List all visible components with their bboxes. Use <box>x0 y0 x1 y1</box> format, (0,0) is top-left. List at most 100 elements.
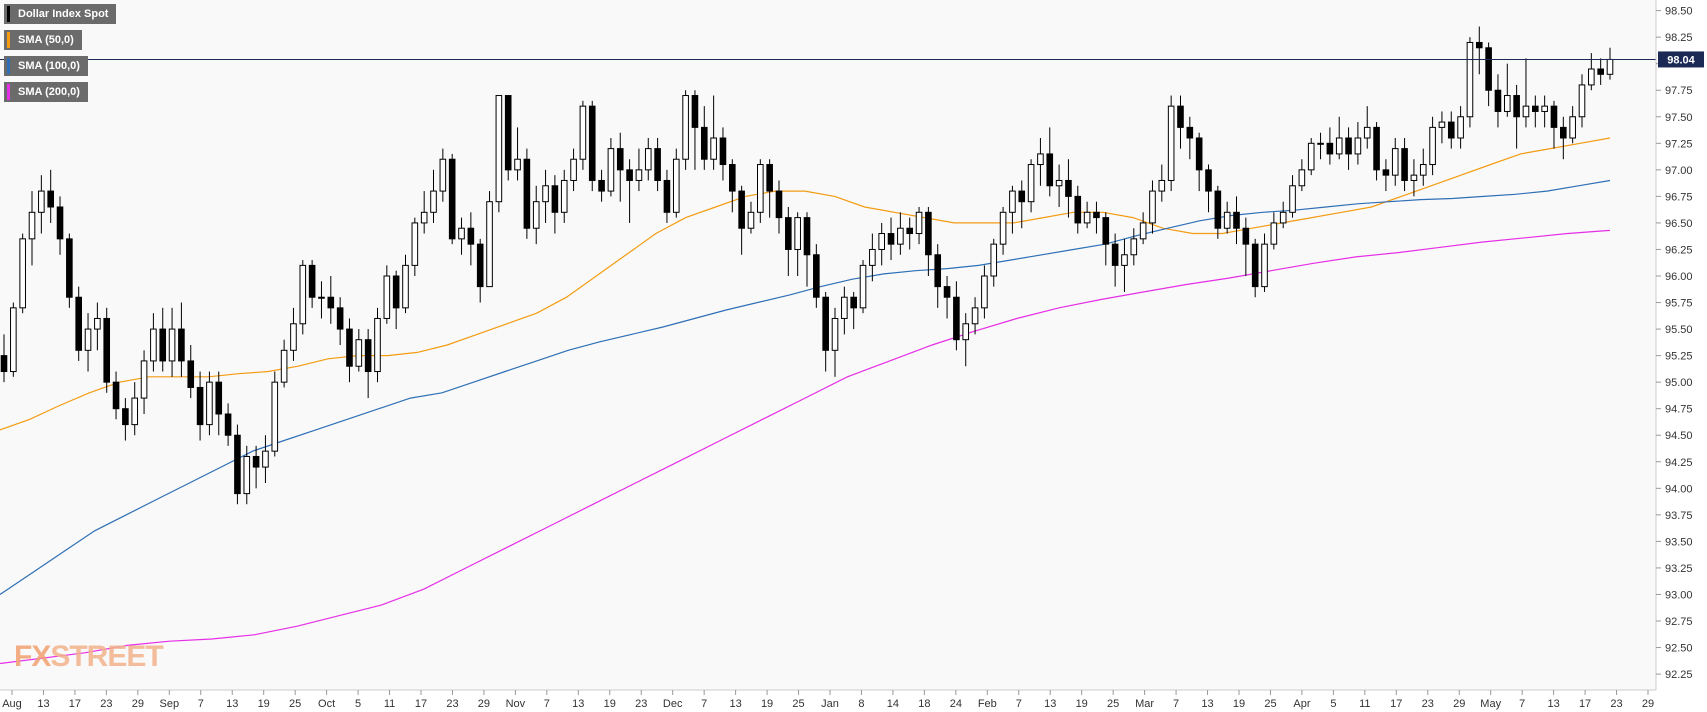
x-tick-label: 17 <box>415 698 427 710</box>
candle-body <box>981 275 988 309</box>
candle-body <box>607 148 615 192</box>
candle-body <box>1233 211 1240 229</box>
candle-body <box>252 455 260 468</box>
candle-body <box>971 307 979 325</box>
candle-body <box>1251 243 1259 288</box>
y-tick-label: 96.50 <box>1665 218 1693 230</box>
y-tick-label: 95.75 <box>1665 298 1693 310</box>
y-tick-label: 93.00 <box>1665 589 1693 601</box>
x-tick-label: Apr <box>1293 698 1310 710</box>
candle-body <box>803 217 811 256</box>
x-tick-label: 23 <box>446 698 458 710</box>
candle-body <box>878 233 885 250</box>
candle-body <box>1298 169 1306 187</box>
x-axis: Aug 13 17 23 29 Sep 7 13 19 25 Oct 5 11 17 23 29 Nov 7 13 1… <box>0 689 1656 710</box>
candle-body <box>532 201 540 229</box>
candle-body <box>66 238 73 298</box>
candle-body <box>729 164 736 192</box>
candle-body <box>495 95 503 203</box>
candle-body <box>299 264 307 325</box>
y-tick-label: 97.50 <box>1665 112 1693 124</box>
candle-body <box>1457 116 1464 139</box>
candle-body <box>1055 179 1063 187</box>
y-tick-label: 93.25 <box>1665 563 1693 575</box>
candle-body <box>1018 190 1026 203</box>
candle-body <box>47 190 54 208</box>
candle-body <box>327 296 335 309</box>
x-tick-label: 13 <box>1547 698 1559 710</box>
candle-body <box>187 360 195 388</box>
legend-item-sma-50[interactable]: SMA (50,0) <box>4 30 82 50</box>
candle-body <box>224 413 232 436</box>
candle-body <box>1261 243 1268 288</box>
candle-body <box>420 211 428 224</box>
candle-body <box>626 169 633 181</box>
legend-item-sma-100[interactable]: SMA (100,0) <box>4 56 88 76</box>
candle-body <box>1578 84 1586 118</box>
y-tick-label: 92.25 <box>1665 669 1693 681</box>
candle-body <box>1541 105 1548 112</box>
fxstreet-logo: FXSTREET <box>14 640 164 674</box>
candle-body <box>551 185 559 213</box>
x-tick-label: 24 <box>950 698 962 710</box>
y-tick-label: 92.75 <box>1665 616 1693 628</box>
candle-body <box>887 233 895 245</box>
x-tick-label: 19 <box>761 698 773 710</box>
x-tick-label: 7 <box>1016 698 1022 710</box>
candle-body <box>336 307 344 330</box>
candle-body <box>0 355 8 373</box>
candle-body <box>1121 254 1128 266</box>
candle-body <box>757 164 764 213</box>
x-tick-label: Dec <box>663 698 683 710</box>
x-tick-label: 7 <box>701 698 707 710</box>
candle-body <box>579 105 587 160</box>
x-tick-label: 13 <box>729 698 741 710</box>
sma-line <box>0 229 1611 665</box>
candle-body <box>28 211 36 240</box>
y-tick-label: 95.00 <box>1665 377 1693 389</box>
candle-body <box>934 254 942 288</box>
candle-body <box>458 227 465 240</box>
candle-body <box>747 211 755 229</box>
x-tick-label: 7 <box>198 698 204 710</box>
candle-body <box>94 317 101 330</box>
legend-label: SMA (50,0) <box>18 34 74 46</box>
candle-body <box>467 227 475 245</box>
candle-body <box>738 190 745 229</box>
candle-body <box>663 179 671 213</box>
candle-body <box>1513 95 1520 118</box>
candle-body <box>75 296 82 351</box>
x-tick-label: Aug <box>2 698 22 710</box>
candle-body <box>1354 137 1362 155</box>
x-tick-label: 13 <box>572 698 584 710</box>
candle-body <box>813 254 820 298</box>
x-tick-label: 29 <box>132 698 144 710</box>
candle-body <box>560 179 568 213</box>
candle-body <box>1503 95 1511 112</box>
candle-body <box>1597 68 1604 75</box>
candle-body <box>402 264 409 309</box>
candle-body <box>1139 222 1147 240</box>
candle-body <box>56 206 64 240</box>
candle-body <box>392 275 400 309</box>
candle-body <box>1532 105 1539 112</box>
candle-body <box>1326 142 1334 155</box>
x-tick-label: 29 <box>1453 698 1465 710</box>
legend-swatch <box>7 58 10 74</box>
candle-body <box>374 317 381 373</box>
legend-item-dollar-index[interactable]: Dollar Index Spot <box>4 4 117 24</box>
x-tick-label: 7 <box>1519 698 1525 710</box>
x-tick-label: 23 <box>100 698 112 710</box>
candle-body <box>925 211 932 256</box>
candle-body <box>1027 164 1035 203</box>
candle-body <box>1158 179 1166 192</box>
candle-body <box>1102 217 1110 245</box>
candle-body <box>1195 137 1203 171</box>
candle-body <box>962 323 970 341</box>
candle-body <box>1429 126 1436 166</box>
candle-body <box>103 317 111 383</box>
x-tick-label: Oct <box>318 698 335 710</box>
candle-body <box>196 386 204 426</box>
legend-item-sma-200[interactable]: SMA (200,0) <box>4 82 88 102</box>
